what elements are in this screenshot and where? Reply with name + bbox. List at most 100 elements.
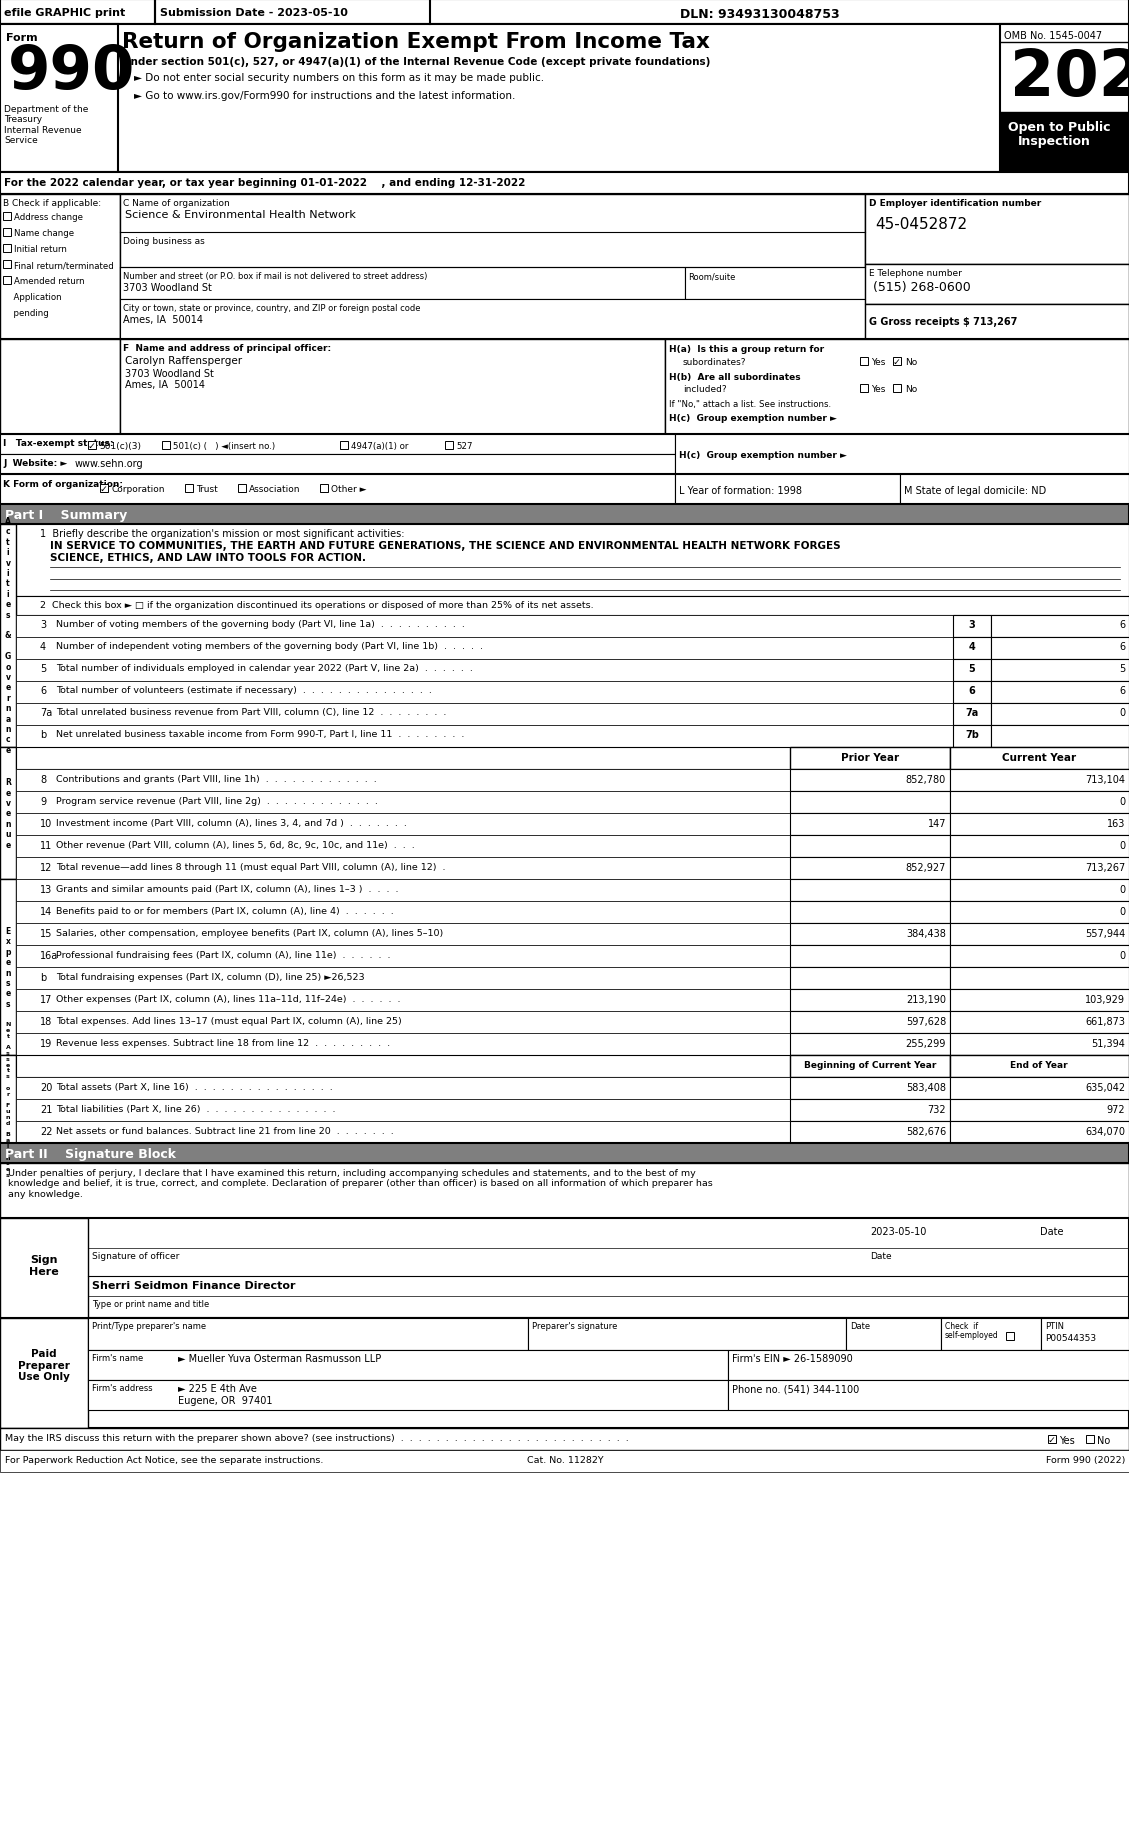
Text: Doing business as: Doing business as	[123, 236, 204, 245]
Bar	[665, 340, 1129, 436]
Text: Program service revenue (Part VIII, line 2g)  .  .  .  .  .  .  .  .  .  .  .  .: Program service revenue (Part VIII, line…	[56, 796, 378, 805]
Bar	[16, 902, 1129, 924]
Bar	[3, 276, 11, 285]
Text: Room/suite: Room/suite	[688, 273, 735, 280]
Text: Department of the
Treasury
Internal Revenue
Service: Department of the Treasury Internal Reve…	[5, 104, 88, 145]
Text: M State of legal domicile: ND: M State of legal domicile: ND	[904, 485, 1047, 496]
Text: 10: 10	[40, 818, 52, 829]
Bar	[790, 858, 949, 880]
Text: Other ►: Other ►	[331, 485, 367, 494]
Bar	[16, 770, 1129, 792]
Text: C Name of organization: C Name of organization	[123, 199, 229, 209]
Text: Total number of volunteers (estimate if necessary)  .  .  .  .  .  .  .  .  .  .: Total number of volunteers (estimate if …	[56, 686, 432, 695]
Text: Address change: Address change	[14, 212, 84, 221]
Text: Number and street (or P.O. box if mail is not delivered to street address): Number and street (or P.O. box if mail i…	[123, 273, 428, 280]
Bar	[0, 1318, 1129, 1427]
Bar	[0, 1144, 1129, 1164]
Text: 6: 6	[40, 686, 46, 695]
Bar	[16, 858, 1129, 880]
Text: Number of voting members of the governing body (Part VI, line 1a)  .  .  .  .  .: Number of voting members of the governin…	[56, 620, 465, 630]
Bar	[0, 525, 16, 748]
Text: 732: 732	[927, 1103, 946, 1114]
Text: 661,873: 661,873	[1085, 1016, 1124, 1027]
Bar	[0, 505, 1129, 525]
Text: P00544353: P00544353	[1045, 1334, 1096, 1341]
Text: Form: Form	[6, 33, 37, 42]
Text: Type or print name and title: Type or print name and title	[91, 1299, 209, 1308]
Bar	[991, 727, 1129, 748]
Bar	[16, 1078, 1129, 1100]
Bar	[88, 1380, 728, 1411]
Bar	[0, 1318, 88, 1427]
Bar	[0, 474, 1129, 505]
Bar	[238, 485, 246, 492]
Bar	[16, 659, 1129, 681]
Bar	[949, 968, 1129, 990]
Text: 51,394: 51,394	[1091, 1038, 1124, 1049]
Text: B Check if applicable:: B Check if applicable:	[3, 199, 102, 209]
Bar	[16, 924, 1129, 946]
Bar	[949, 990, 1129, 1012]
Bar	[16, 748, 1129, 770]
Text: Firm's EIN ► 26-1589090: Firm's EIN ► 26-1589090	[732, 1352, 852, 1363]
Text: E
x
p
e
n
s
e
s: E x p e n s e s	[6, 926, 11, 1008]
Bar	[949, 814, 1129, 836]
Text: ✓: ✓	[893, 357, 901, 366]
Text: Cat. No. 11282Y: Cat. No. 11282Y	[527, 1455, 603, 1464]
Text: 255,299: 255,299	[905, 1038, 946, 1049]
Bar	[860, 359, 868, 366]
Text: Paid
Preparer
Use Only: Paid Preparer Use Only	[18, 1349, 70, 1382]
Text: Grants and similar amounts paid (Part IX, column (A), lines 1–3 )  .  .  .  .: Grants and similar amounts paid (Part IX…	[56, 884, 399, 893]
Text: 972: 972	[1106, 1103, 1124, 1114]
Bar	[865, 265, 1129, 306]
Text: 12: 12	[40, 862, 52, 873]
Bar	[0, 340, 120, 436]
Text: Yes: Yes	[870, 384, 885, 393]
Bar	[3, 245, 11, 253]
Text: Investment income (Part VIII, column (A), lines 3, 4, and 7d )  .  .  .  .  .  .: Investment income (Part VIII, column (A)…	[56, 818, 406, 827]
Text: Return of Organization Exempt From Income Tax: Return of Organization Exempt From Incom…	[122, 31, 710, 51]
Text: Firm's name: Firm's name	[91, 1352, 143, 1362]
Text: For the 2022 calendar year, or tax year beginning 01-01-2022    , and ending 12-: For the 2022 calendar year, or tax year …	[5, 178, 525, 188]
Bar	[16, 990, 1129, 1012]
Bar	[991, 681, 1129, 703]
Bar	[846, 1318, 940, 1351]
Text: A
c
t
i
v
i
t
i
e
s
 
&
 
G
o
v
e
r
n
a
n
c
e: A c t i v i t i e s & G o v e r n a n c …	[5, 516, 11, 754]
Bar	[0, 1164, 1129, 1219]
Bar	[0, 1427, 1129, 1449]
Text: 3: 3	[969, 620, 975, 630]
Text: Part I    Summary: Part I Summary	[5, 509, 128, 522]
Text: Sherri Seidmon Finance Director: Sherri Seidmon Finance Director	[91, 1281, 296, 1290]
Bar	[3, 262, 11, 269]
Text: No: No	[905, 384, 917, 393]
Text: Professional fundraising fees (Part IX, column (A), line 11e)  .  .  .  .  .  .: Professional fundraising fees (Part IX, …	[56, 950, 391, 959]
Bar	[88, 1318, 528, 1351]
Bar	[16, 681, 1129, 703]
Bar	[893, 359, 901, 366]
Text: H(c)  Group exemption number ►: H(c) Group exemption number ►	[669, 414, 837, 423]
Text: Name change: Name change	[14, 229, 75, 238]
Bar	[865, 194, 1129, 265]
Bar	[16, 637, 1129, 659]
Text: efile GRAPHIC print: efile GRAPHIC print	[5, 7, 125, 18]
Text: Eugene, OR  97401: Eugene, OR 97401	[178, 1394, 272, 1405]
Text: 20: 20	[40, 1082, 52, 1093]
Text: 3703 Woodland St: 3703 Woodland St	[123, 284, 212, 293]
Text: N
e
t
 
A
s
s
e
t
s
 
o
r
 
F
u
n
d
 
B
a
l
a
n
c
e
s: N e t A s s e t s o r F u n d B a l a n …	[6, 1021, 10, 1177]
Text: subordinates?: subordinates?	[683, 359, 746, 366]
Text: 2023-05-10: 2023-05-10	[870, 1226, 927, 1237]
Text: Total number of individuals employed in calendar year 2022 (Part V, line 2a)  . : Total number of individuals employed in …	[56, 664, 473, 673]
Text: IN SERVICE TO COMMUNITIES, THE EARTH AND FUTURE GENERATIONS, THE SCIENCE AND ENV: IN SERVICE TO COMMUNITIES, THE EARTH AND…	[50, 540, 841, 551]
Text: Benefits paid to or for members (Part IX, column (A), line 4)  .  .  .  .  .  .: Benefits paid to or for members (Part IX…	[56, 906, 394, 915]
Bar	[16, 836, 1129, 858]
Text: Total unrelated business revenue from Part VIII, column (C), line 12  .  .  .  .: Total unrelated business revenue from Pa…	[56, 708, 446, 717]
Text: 0: 0	[1119, 906, 1124, 917]
Text: ► Do not enter social security numbers on this form as it may be made public.: ► Do not enter social security numbers o…	[134, 73, 544, 82]
Bar	[16, 814, 1129, 836]
Bar	[790, 1034, 949, 1056]
Text: 990: 990	[8, 42, 135, 102]
Text: 4: 4	[969, 642, 975, 651]
Text: DLN: 93493130048753: DLN: 93493130048753	[680, 7, 840, 20]
Text: Date: Date	[1040, 1226, 1064, 1237]
Text: 103,929: 103,929	[1085, 994, 1124, 1005]
